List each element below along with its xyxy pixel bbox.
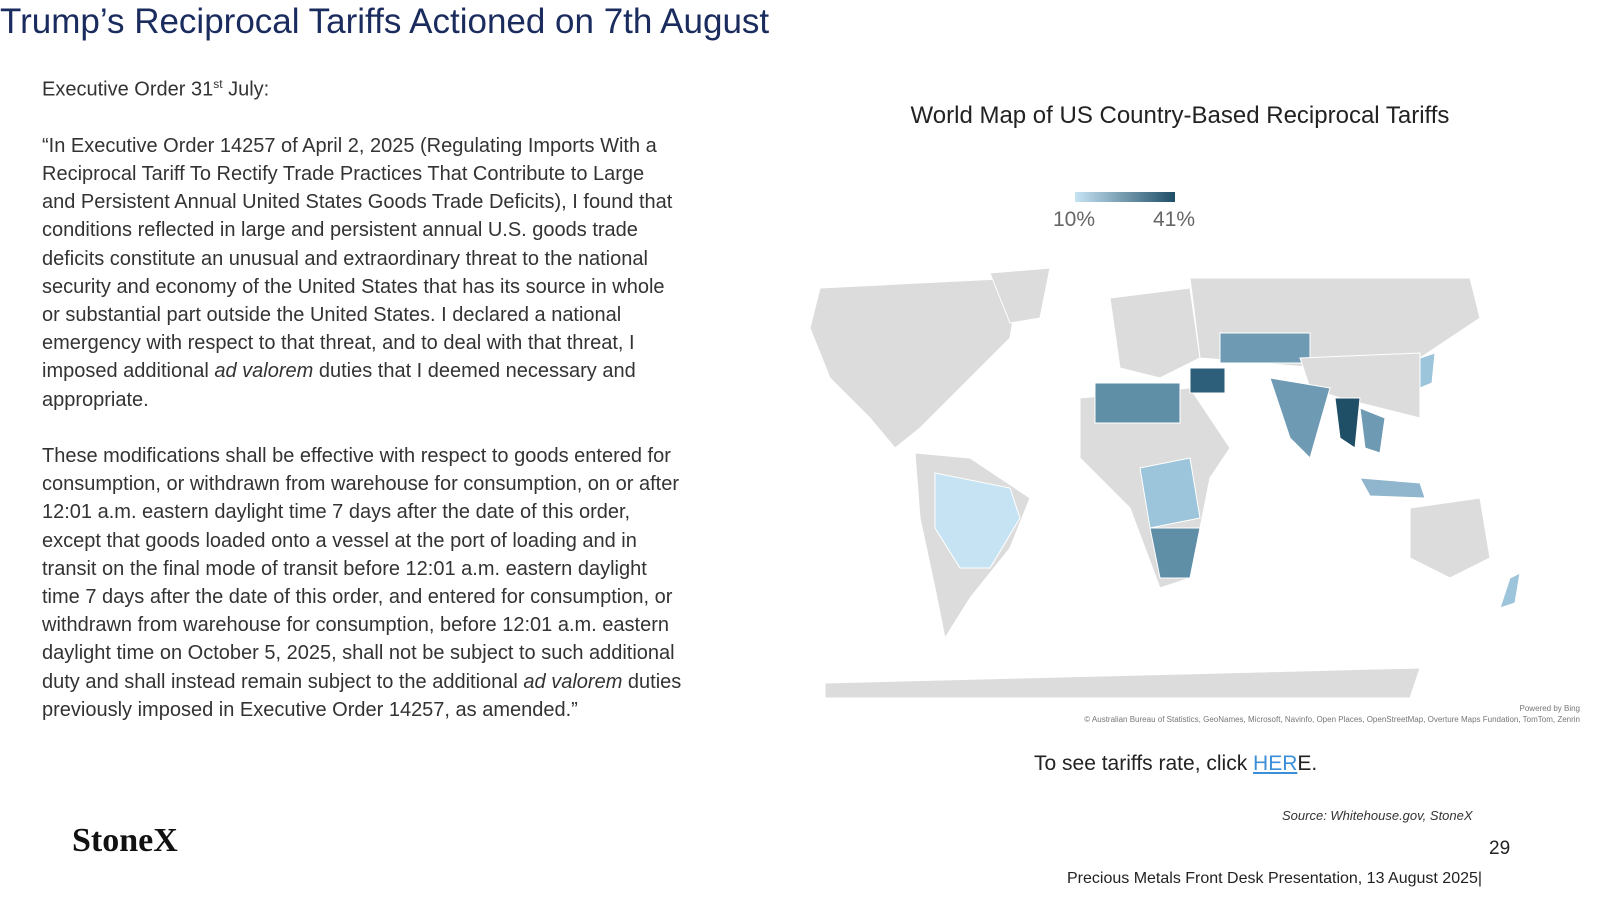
quote-paragraph: “In Executive Order 14257 of April 2, 20… bbox=[42, 132, 682, 414]
page-number: 29 bbox=[1489, 838, 1511, 859]
australia bbox=[1409, 497, 1491, 579]
body-text: Executive Order 31st July: “In Executive… bbox=[42, 70, 682, 752]
quote-text: “In Executive Order 14257 of April 2, 20… bbox=[42, 134, 673, 383]
source-note: Source: Whitehouse.gov, StoneX bbox=[1282, 808, 1473, 823]
greenland bbox=[989, 267, 1051, 324]
legend-max: 41% bbox=[1153, 208, 1196, 231]
north-america bbox=[809, 277, 1021, 449]
quote-italic: ad valorem bbox=[523, 670, 623, 693]
indonesia bbox=[1359, 477, 1426, 499]
quote-paragraph: These modifications shall be effective w… bbox=[42, 442, 682, 724]
antarctica bbox=[824, 667, 1421, 699]
brazil bbox=[934, 472, 1021, 569]
myanmar bbox=[1334, 397, 1361, 449]
logo: StoneX bbox=[72, 822, 178, 859]
intro-text: Executive Order 31 bbox=[42, 78, 214, 101]
link-prefix: To see tariffs rate, click bbox=[1034, 752, 1254, 775]
intro-end: July: bbox=[222, 78, 270, 101]
legend-min: 10% bbox=[1053, 208, 1096, 231]
map-powered-by: Powered by Bing bbox=[1519, 704, 1580, 713]
map-credits: © Australian Bureau of Statistics, GeoNa… bbox=[1084, 715, 1580, 724]
southeast-asia bbox=[1359, 407, 1386, 454]
quote-text: duties that I deemed necessary and appro… bbox=[42, 360, 636, 411]
north-africa bbox=[1094, 382, 1181, 424]
quote-italic: ad valorem bbox=[214, 360, 314, 383]
europe bbox=[1109, 287, 1201, 379]
new-zealand bbox=[1499, 572, 1521, 609]
quote-text: These modifications shall be effective w… bbox=[42, 444, 679, 693]
world-map bbox=[809, 267, 1521, 699]
china bbox=[1299, 352, 1421, 419]
link-suffix: E. bbox=[1297, 752, 1318, 775]
middle-east bbox=[1189, 367, 1226, 394]
quote-text: duties previously imposed in Executive O… bbox=[42, 670, 682, 721]
intro: Executive Order 31st July: bbox=[42, 70, 682, 104]
tariff-link[interactable]: HER bbox=[1253, 752, 1298, 775]
japan bbox=[1419, 352, 1436, 389]
india bbox=[1269, 377, 1331, 459]
map-title: World Map of US Country-Based Reciprocal… bbox=[910, 102, 1450, 129]
southern-africa bbox=[1149, 527, 1201, 579]
kazakhstan bbox=[1219, 332, 1311, 364]
central-africa bbox=[1139, 457, 1201, 529]
intro-sup: st bbox=[213, 77, 223, 91]
slide-title: Trump’s Reciprocal Tariffs Actioned on 7… bbox=[0, 2, 770, 41]
map-legend: 10% 41% bbox=[1045, 190, 1195, 240]
legend-gradient bbox=[1075, 192, 1175, 202]
link-line: To see tariffs rate, click HERE. bbox=[1034, 752, 1317, 776]
footer-text: Precious Metals Front Desk Presentation,… bbox=[1067, 870, 1483, 887]
